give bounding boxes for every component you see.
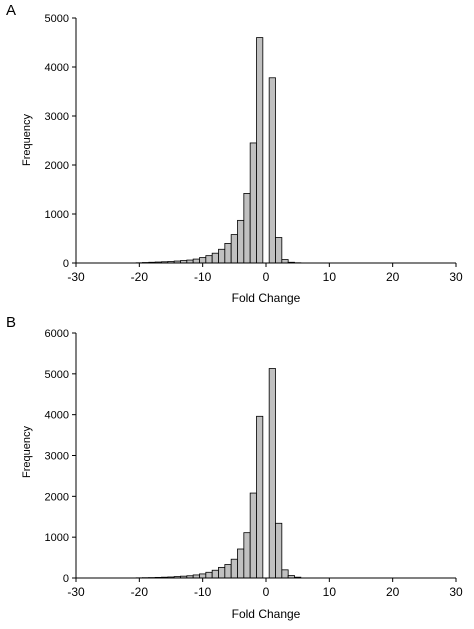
y-tick-label: 1000 <box>45 209 69 221</box>
x-tick-label: 0 <box>263 270 270 284</box>
x-axis-label-a: Fold Change <box>232 291 301 305</box>
y-axis-label-a: Frequency <box>21 114 33 166</box>
y-tick-label: 3000 <box>45 451 69 463</box>
histogram-bar <box>268 368 276 579</box>
y-tick-label: 6000 <box>45 328 69 340</box>
x-tick-label: 20 <box>386 270 400 284</box>
x-tick-label: -20 <box>131 270 149 284</box>
x-tick-label: 10 <box>323 270 337 284</box>
histogram-bar <box>199 257 207 264</box>
histogram-bar <box>268 77 276 264</box>
histogram-bar <box>243 193 251 264</box>
histogram-bar <box>192 258 200 264</box>
x-tick-label: -30 <box>67 270 85 284</box>
axis-line-b <box>75 333 456 579</box>
y-tick-label: 2000 <box>45 491 69 503</box>
y-tick-label: 4000 <box>45 410 69 422</box>
y-tick-label: 1000 <box>45 532 69 544</box>
x-tick-label: -10 <box>194 270 212 284</box>
histogram-bar <box>205 255 213 264</box>
histogram-bar <box>243 532 251 579</box>
histogram-bar <box>211 569 219 579</box>
histogram-bar <box>230 234 238 264</box>
histogram-bar <box>205 571 213 579</box>
y-tick-label: 5000 <box>45 13 69 25</box>
histogram-bar <box>237 219 245 264</box>
histogram-bar <box>218 566 226 579</box>
y-tick-label: 5000 <box>45 369 69 381</box>
histogram-bar <box>230 558 238 579</box>
histogram-bar <box>281 569 289 579</box>
histogram-bar <box>237 548 245 579</box>
histogram-bar <box>256 37 264 264</box>
histogram-bar <box>249 142 257 264</box>
histogram-bar <box>281 259 289 264</box>
histogram-bar <box>224 564 232 579</box>
x-tick-label: 0 <box>263 585 270 599</box>
histogram-bar <box>275 237 283 264</box>
histogram-bar <box>256 415 264 579</box>
x-tick-label: -10 <box>194 585 212 599</box>
panel-label-b: B <box>6 314 17 331</box>
histogram-bar <box>275 522 283 579</box>
histogram-bar <box>249 492 257 579</box>
histogram-bar <box>211 252 219 264</box>
histogram-bar <box>224 242 232 264</box>
x-axis-label-b: Fold Change <box>232 607 301 621</box>
y-axis-label-b: Frequency <box>21 426 33 478</box>
histogram-chart-b: Frequency Fold Change 0 1000 2000 3000 4000 5… <box>21 328 463 621</box>
histogram-panel-b: B Frequency Fold Change 0 1000 2000 3000 400… <box>0 312 474 629</box>
axis-line-a <box>75 18 456 264</box>
y-tick-label: 2000 <box>45 160 69 172</box>
x-tick-label: 10 <box>323 585 337 599</box>
x-tick-label: 30 <box>449 270 463 284</box>
histogram-bar <box>199 573 207 579</box>
x-tick-label: -30 <box>67 585 85 599</box>
x-tick-label: 30 <box>449 585 463 599</box>
y-tick-label: 0 <box>63 573 69 585</box>
histogram-chart-a: Frequency Fold Change 0 1000 2000 3000 4000 5… <box>21 13 463 305</box>
y-tick-label: 4000 <box>45 62 69 74</box>
y-tick-label: 0 <box>63 258 69 270</box>
histogram-bar <box>218 248 226 264</box>
x-tick-label: -20 <box>131 585 149 599</box>
panel-label-a: A <box>6 2 17 19</box>
x-tick-label: 20 <box>386 585 400 599</box>
histogram-panel-a: A Frequency Fold Change 0 1000 2000 3000 400… <box>0 0 474 310</box>
y-tick-label: 3000 <box>45 111 69 123</box>
